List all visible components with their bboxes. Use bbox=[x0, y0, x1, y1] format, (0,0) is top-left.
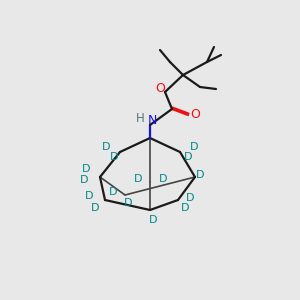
Text: D: D bbox=[80, 175, 88, 185]
Text: D: D bbox=[181, 203, 189, 213]
Text: D: D bbox=[124, 198, 132, 208]
Text: D: D bbox=[159, 174, 167, 184]
Text: D: D bbox=[109, 187, 117, 197]
Text: D: D bbox=[102, 142, 110, 152]
Text: O: O bbox=[190, 109, 200, 122]
Text: D: D bbox=[110, 152, 118, 162]
Text: D: D bbox=[91, 203, 99, 213]
Text: H: H bbox=[136, 112, 144, 125]
Text: N: N bbox=[147, 115, 157, 128]
Text: D: D bbox=[85, 191, 93, 201]
Text: D: D bbox=[186, 193, 194, 203]
Text: D: D bbox=[184, 152, 192, 162]
Text: D: D bbox=[82, 164, 90, 174]
Text: D: D bbox=[149, 215, 157, 225]
Text: D: D bbox=[196, 170, 204, 180]
Text: D: D bbox=[190, 142, 198, 152]
Text: D: D bbox=[134, 174, 142, 184]
Text: O: O bbox=[155, 82, 165, 95]
